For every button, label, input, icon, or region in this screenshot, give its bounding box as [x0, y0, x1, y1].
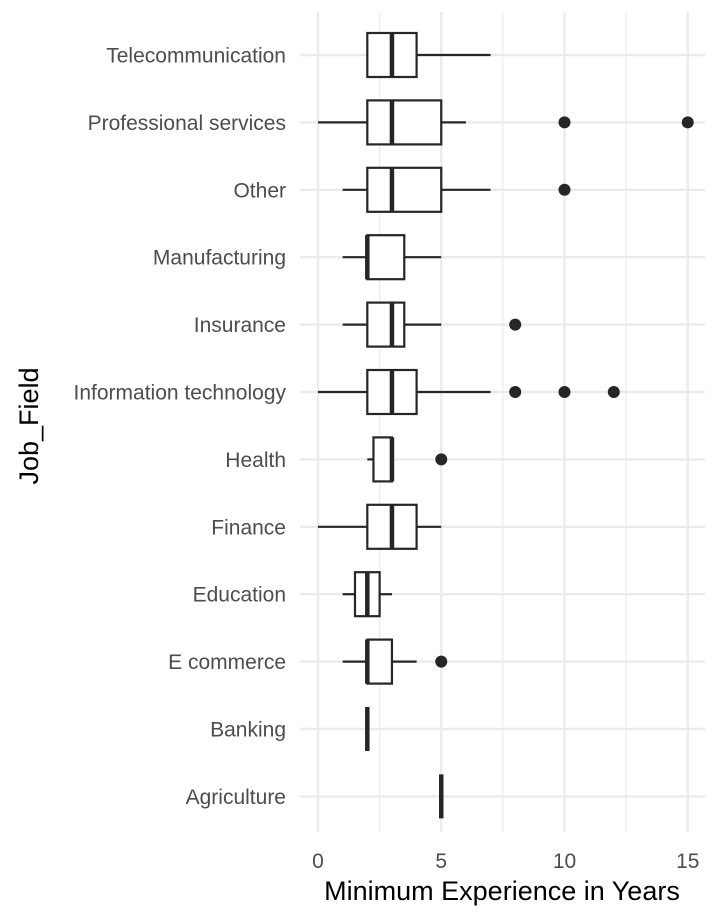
box-manufacturing	[342, 234, 442, 281]
grid-layer	[300, 12, 705, 832]
iqr-box	[372, 436, 394, 483]
x-tick-label: 10	[553, 850, 576, 873]
y-tick-labels: Telecommunication Professional services Ot…	[74, 45, 287, 809]
box-health	[367, 436, 448, 483]
outlier-point	[509, 318, 522, 331]
outlier-point	[435, 655, 448, 668]
x-tick-label: 15	[676, 850, 699, 873]
x-tick-label: 0	[312, 850, 324, 873]
outlier-point	[509, 386, 522, 398]
x-axis-title: Minimum Experience in Years	[324, 876, 680, 906]
box-layer	[318, 31, 694, 819]
box-other	[342, 166, 571, 213]
iqr-box	[366, 301, 406, 348]
outlier-point	[435, 453, 448, 466]
y-tick-label: Other	[233, 179, 286, 202]
y-tick-label: E commerce	[168, 651, 286, 674]
box-education	[342, 571, 392, 618]
y-tick-label: Insurance	[194, 314, 286, 337]
iqr-box	[366, 99, 443, 146]
outlier-point	[607, 386, 620, 398]
outlier-point	[558, 386, 571, 398]
box-professional-services	[318, 99, 694, 146]
y-tick-label: Finance	[211, 516, 286, 539]
box-e-commerce	[342, 638, 448, 685]
box-insurance	[342, 301, 522, 348]
y-tick-label: Agriculture	[186, 786, 286, 809]
iqr-box	[366, 234, 406, 281]
y-tick-label: Telecommunication	[106, 45, 286, 68]
y-tick-label: Education	[193, 584, 286, 607]
y-tick-label: Manufacturing	[153, 247, 286, 270]
y-tick-label: Health	[225, 449, 286, 472]
box-finance	[318, 503, 442, 550]
box-telecommunication	[366, 31, 491, 79]
y-tick-label: Banking	[210, 719, 286, 742]
iqr-box	[366, 638, 394, 685]
y-axis-title: Job_Field	[14, 367, 44, 484]
x-tick-labels: 0 5 10 15	[312, 850, 699, 873]
y-tick-label: Information technology	[74, 382, 287, 405]
iqr-box	[366, 166, 443, 213]
outlier-point	[558, 183, 571, 196]
x-tick-label: 5	[435, 850, 447, 873]
outlier-point	[681, 116, 694, 129]
outlier-point	[558, 116, 571, 129]
box-information-technology	[318, 368, 620, 416]
y-tick-label: Professional services	[88, 112, 286, 135]
